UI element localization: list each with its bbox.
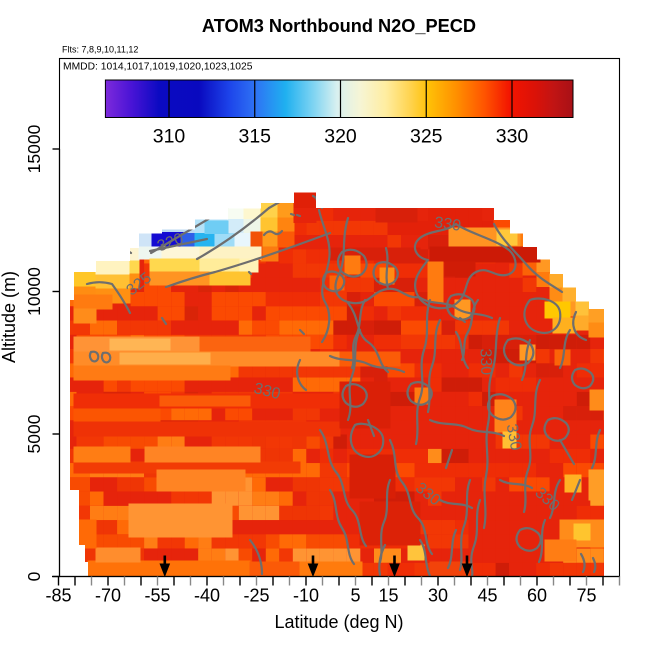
svg-text:-85: -85 xyxy=(45,586,71,606)
svg-text:15: 15 xyxy=(378,586,398,606)
svg-text:60: 60 xyxy=(527,586,547,606)
svg-text:ATOM3 Northbound N2O_PECD: ATOM3 Northbound N2O_PECD xyxy=(202,16,476,36)
svg-text:5: 5 xyxy=(350,586,360,606)
svg-text:330: 330 xyxy=(477,348,495,375)
svg-text:Altitude (m): Altitude (m) xyxy=(0,271,19,363)
svg-text:330: 330 xyxy=(433,214,462,235)
svg-text:10000: 10000 xyxy=(24,267,44,316)
svg-text:310: 310 xyxy=(153,126,186,148)
svg-text:320: 320 xyxy=(324,126,357,148)
svg-text:Latitude (deg N): Latitude (deg N) xyxy=(274,612,403,632)
svg-text:-70: -70 xyxy=(95,586,121,606)
svg-text:325: 325 xyxy=(410,126,443,148)
svg-text:330: 330 xyxy=(496,126,529,148)
svg-text:30: 30 xyxy=(428,586,448,606)
svg-text:0: 0 xyxy=(24,571,44,581)
svg-text:5000: 5000 xyxy=(24,414,44,453)
svg-text:315: 315 xyxy=(238,126,271,148)
svg-text:75: 75 xyxy=(576,586,596,606)
svg-text:-55: -55 xyxy=(144,586,170,606)
svg-text:330: 330 xyxy=(503,423,524,452)
svg-text:-25: -25 xyxy=(243,586,269,606)
svg-text:Flts: 7,8,9,10,11,12: Flts: 7,8,9,10,11,12 xyxy=(62,45,138,55)
svg-text:15000: 15000 xyxy=(24,124,44,173)
svg-text:MMDD: 1014,1017,1019,1020,1023: MMDD: 1014,1017,1019,1020,1023,1025 xyxy=(63,62,253,73)
svg-text:-10: -10 xyxy=(293,586,319,606)
svg-text:330: 330 xyxy=(252,380,282,403)
svg-text:45: 45 xyxy=(477,586,497,606)
svg-text:-40: -40 xyxy=(194,586,220,606)
